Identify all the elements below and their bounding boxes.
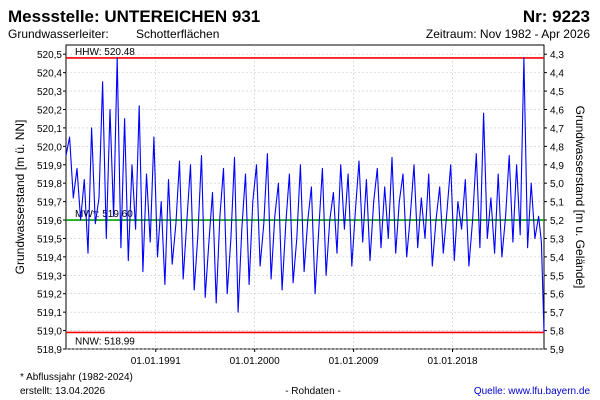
y2-tick-label: 4,8 bbox=[550, 142, 564, 153]
y-tick-label: 519,8 bbox=[37, 179, 62, 190]
y-tick-label: 519,0 bbox=[37, 327, 62, 338]
x-tick-label: 01.01.1991 bbox=[131, 356, 181, 367]
aquifer-value: Schotterflächen bbox=[136, 27, 219, 41]
x-axis: 01.01.1991 01.01.2000 01.01.2009 01.01.2018 bbox=[131, 349, 478, 367]
y-tick-label: 520,0 bbox=[37, 142, 62, 153]
y-tick-label: 519,1 bbox=[37, 308, 62, 319]
source-link[interactable]: Quelle: www.lfu.bayern.de bbox=[474, 386, 591, 397]
y-tick-label: 519,3 bbox=[37, 271, 62, 282]
y-tick-label: 520,3 bbox=[37, 87, 62, 98]
y2-tick-label: 4,7 bbox=[550, 124, 564, 135]
aquifer-label: Grundwasserleiter: bbox=[8, 27, 109, 41]
x-tick-label: 01.01.2000 bbox=[230, 356, 280, 367]
series-layer bbox=[65, 57, 545, 333]
y-tick-label: 519,2 bbox=[37, 290, 62, 301]
y-tick-label: 520,1 bbox=[37, 124, 62, 135]
plot-area bbox=[65, 44, 545, 350]
y-tick-label: 519,6 bbox=[37, 216, 62, 227]
station-number: Nr: 9223 bbox=[523, 7, 590, 26]
y-axis-left: 518,9 519,0 519,1 519,2 519,3 519,4 519,5 519,6… bbox=[37, 50, 66, 356]
y-axis-right: 4,3 4,4 4,5 4,6 4,7 4,8 4,9 5,0 5,1 5,2 5,3 5,4 5,5 5… bbox=[544, 50, 564, 356]
x-tick-label: 01.01.2009 bbox=[329, 356, 379, 367]
y2-tick-label: 5,2 bbox=[550, 216, 564, 227]
y2-tick-label: 5,7 bbox=[550, 308, 564, 319]
y2-tick-label: 5,8 bbox=[550, 327, 564, 338]
created-date: erstellt: 13.04.2026 bbox=[20, 386, 105, 397]
y-tick-label: 520,4 bbox=[37, 69, 62, 80]
footnote-abflussjahr: * Abflussjahr (1982-2024) bbox=[20, 372, 133, 383]
y2-tick-label: 4,3 bbox=[550, 50, 564, 61]
y2-tick-label: 5,1 bbox=[550, 198, 564, 209]
y2-tick-label: 5,0 bbox=[550, 179, 564, 190]
station-title: Messstelle: UNTEREICHEN 931 bbox=[8, 7, 260, 26]
data-type-label: - Rohdaten - bbox=[285, 386, 341, 397]
y-tick-label: 519,5 bbox=[37, 234, 62, 245]
y-tick-label: 518,9 bbox=[37, 345, 62, 356]
y2-tick-label: 5,4 bbox=[550, 253, 564, 264]
y2-tick-label: 4,4 bbox=[550, 69, 564, 80]
reference-label-max: HHW: 520.48 bbox=[75, 47, 135, 58]
y2-tick-label: 5,6 bbox=[550, 290, 564, 301]
y2-tick-label: 5,9 bbox=[550, 345, 564, 356]
y2-tick-label: 5,5 bbox=[550, 271, 564, 282]
period-label: Zeitraum: Nov 1982 - Apr 2026 bbox=[426, 27, 590, 41]
y2-tick-label: 5,3 bbox=[550, 234, 564, 245]
y2-tick-label: 4,6 bbox=[550, 105, 564, 116]
y2-tick-label: 4,5 bbox=[550, 87, 564, 98]
y-tick-label: 519,4 bbox=[37, 253, 62, 264]
reference-label-mean: MW*: 519.60 bbox=[75, 209, 133, 220]
y-tick-label: 520,2 bbox=[37, 105, 62, 116]
y-tick-label: 520,5 bbox=[37, 50, 62, 61]
y2-tick-label: 4,9 bbox=[550, 161, 564, 172]
reference-lines: HHW: 520.48 MW*: 519.60 NNW: 518.99 bbox=[66, 47, 544, 347]
reference-label-min: NNW: 518.99 bbox=[75, 336, 135, 347]
y-tick-label: 519,9 bbox=[37, 161, 62, 172]
y-tick-label: 519,7 bbox=[37, 198, 62, 209]
x-tick-label: 01.01.2018 bbox=[427, 356, 477, 367]
y-axis-title: Grundwasserstand [m ü. NN] bbox=[13, 120, 27, 275]
y2-axis-title: Grundwasserstand [m u. Gelände] bbox=[573, 106, 587, 289]
series-line-0 bbox=[65, 57, 545, 333]
